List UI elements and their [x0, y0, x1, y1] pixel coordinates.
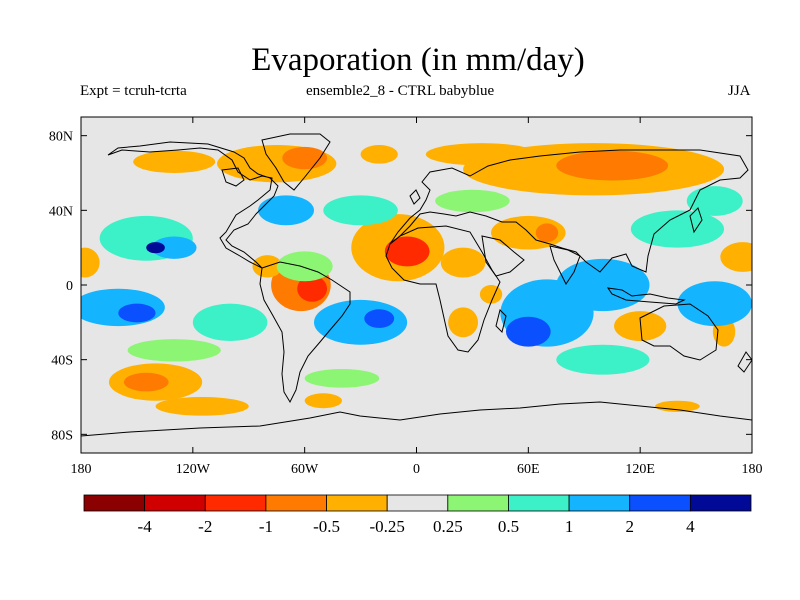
- anomaly-region: [258, 195, 314, 226]
- anomaly-region: [192, 303, 268, 342]
- anomaly-region: [304, 369, 380, 388]
- anomaly-region: [720, 242, 752, 272]
- colorbar-label: -0.25: [369, 517, 404, 536]
- lat-tick-label: 40N: [49, 204, 73, 219]
- anomaly-region: [655, 400, 700, 412]
- anomaly-region: [323, 195, 398, 226]
- colorbar-swatch: [447, 494, 509, 512]
- anomaly-region: [505, 316, 551, 347]
- colorbar-swatch: [83, 494, 146, 512]
- anomaly-region: [118, 303, 156, 323]
- anomaly-region: [425, 143, 538, 166]
- lon-tick-label: 60W: [291, 462, 319, 477]
- colorbar-swatch: [689, 494, 752, 512]
- colorbar-label: 0.25: [433, 517, 463, 536]
- anomaly-region: [297, 275, 328, 302]
- colorbar-label: -2: [198, 517, 212, 536]
- lon-tick-label: 0: [413, 462, 420, 477]
- anomaly-region: [313, 299, 408, 345]
- coastlines: [81, 133, 752, 437]
- plot-title: Evaporation (in mm/day): [251, 42, 585, 78]
- anomaly-region: [686, 186, 743, 216]
- colorbar-label: 4: [686, 517, 695, 536]
- colorbar-label: -0.5: [313, 517, 340, 536]
- anomaly-region: [360, 145, 398, 164]
- anomaly-region: [677, 281, 752, 327]
- lat-tick-label: 80N: [49, 130, 73, 145]
- anomaly-region: [364, 309, 395, 328]
- anomaly-region: [304, 393, 342, 409]
- colorbar-swatch: [144, 494, 206, 512]
- lon-tick-label: 120W: [176, 462, 211, 477]
- experiment-label: Expt = tcruh-tcrta: [80, 83, 187, 99]
- anomaly-region: [81, 247, 100, 278]
- season-label: JJA: [728, 83, 751, 99]
- anomaly-region: [123, 372, 169, 392]
- colorbar-label: -4: [138, 517, 153, 536]
- colorbar-swatch: [326, 494, 388, 512]
- anomaly-region: [435, 189, 510, 213]
- lon-tick-label: 180: [742, 462, 763, 477]
- colorbar-swatch: [629, 494, 691, 512]
- anomaly-region: [556, 344, 650, 375]
- colorbar-swatch: [204, 494, 267, 512]
- anomaly-region: [133, 150, 216, 173]
- lon-tick-label: 180: [71, 462, 92, 477]
- anomaly-region: [440, 247, 486, 278]
- colorbar-label: -1: [259, 517, 273, 536]
- ensemble-label: ensemble2_8 - CTRL babyblue: [306, 83, 495, 99]
- anomaly-field: [81, 143, 752, 416]
- anomaly-region: [127, 339, 221, 362]
- colorbar-label: 1: [565, 517, 574, 536]
- anomaly-region: [614, 311, 667, 342]
- anomaly-region: [276, 251, 333, 282]
- map-axes: 80N 40N 0 40S 80S 180 120W 60W 0 60E 120E 180: [49, 117, 763, 477]
- anomaly-region: [151, 236, 197, 259]
- colorbar-swatch: [508, 494, 570, 512]
- anomaly-region: [556, 150, 669, 181]
- lat-tick-label: 0: [66, 279, 73, 294]
- anomaly-region: [479, 285, 503, 304]
- anomaly-region: [155, 397, 249, 416]
- anomaly-region: [630, 210, 725, 248]
- colorbar: -4 -2 -1 -0.5 -0.25 0.25 0.5 1 2 4: [83, 494, 752, 536]
- anomaly-region: [384, 236, 430, 267]
- colorbar-swatch: [265, 494, 327, 512]
- lat-tick-label: 80S: [51, 428, 73, 443]
- colorbar-label: 0.5: [498, 517, 519, 536]
- colorbar-swatch: [568, 494, 631, 512]
- lon-tick-label: 120E: [625, 462, 655, 477]
- colorbar-label: 2: [625, 517, 634, 536]
- lon-tick-label: 60E: [517, 462, 540, 477]
- lat-tick-label: 40S: [51, 354, 73, 369]
- anomaly-region: [556, 258, 650, 312]
- anomaly-region: [448, 307, 479, 338]
- colorbar-swatch: [386, 494, 449, 512]
- anomaly-region: [146, 242, 165, 254]
- anomaly-region: [535, 223, 559, 243]
